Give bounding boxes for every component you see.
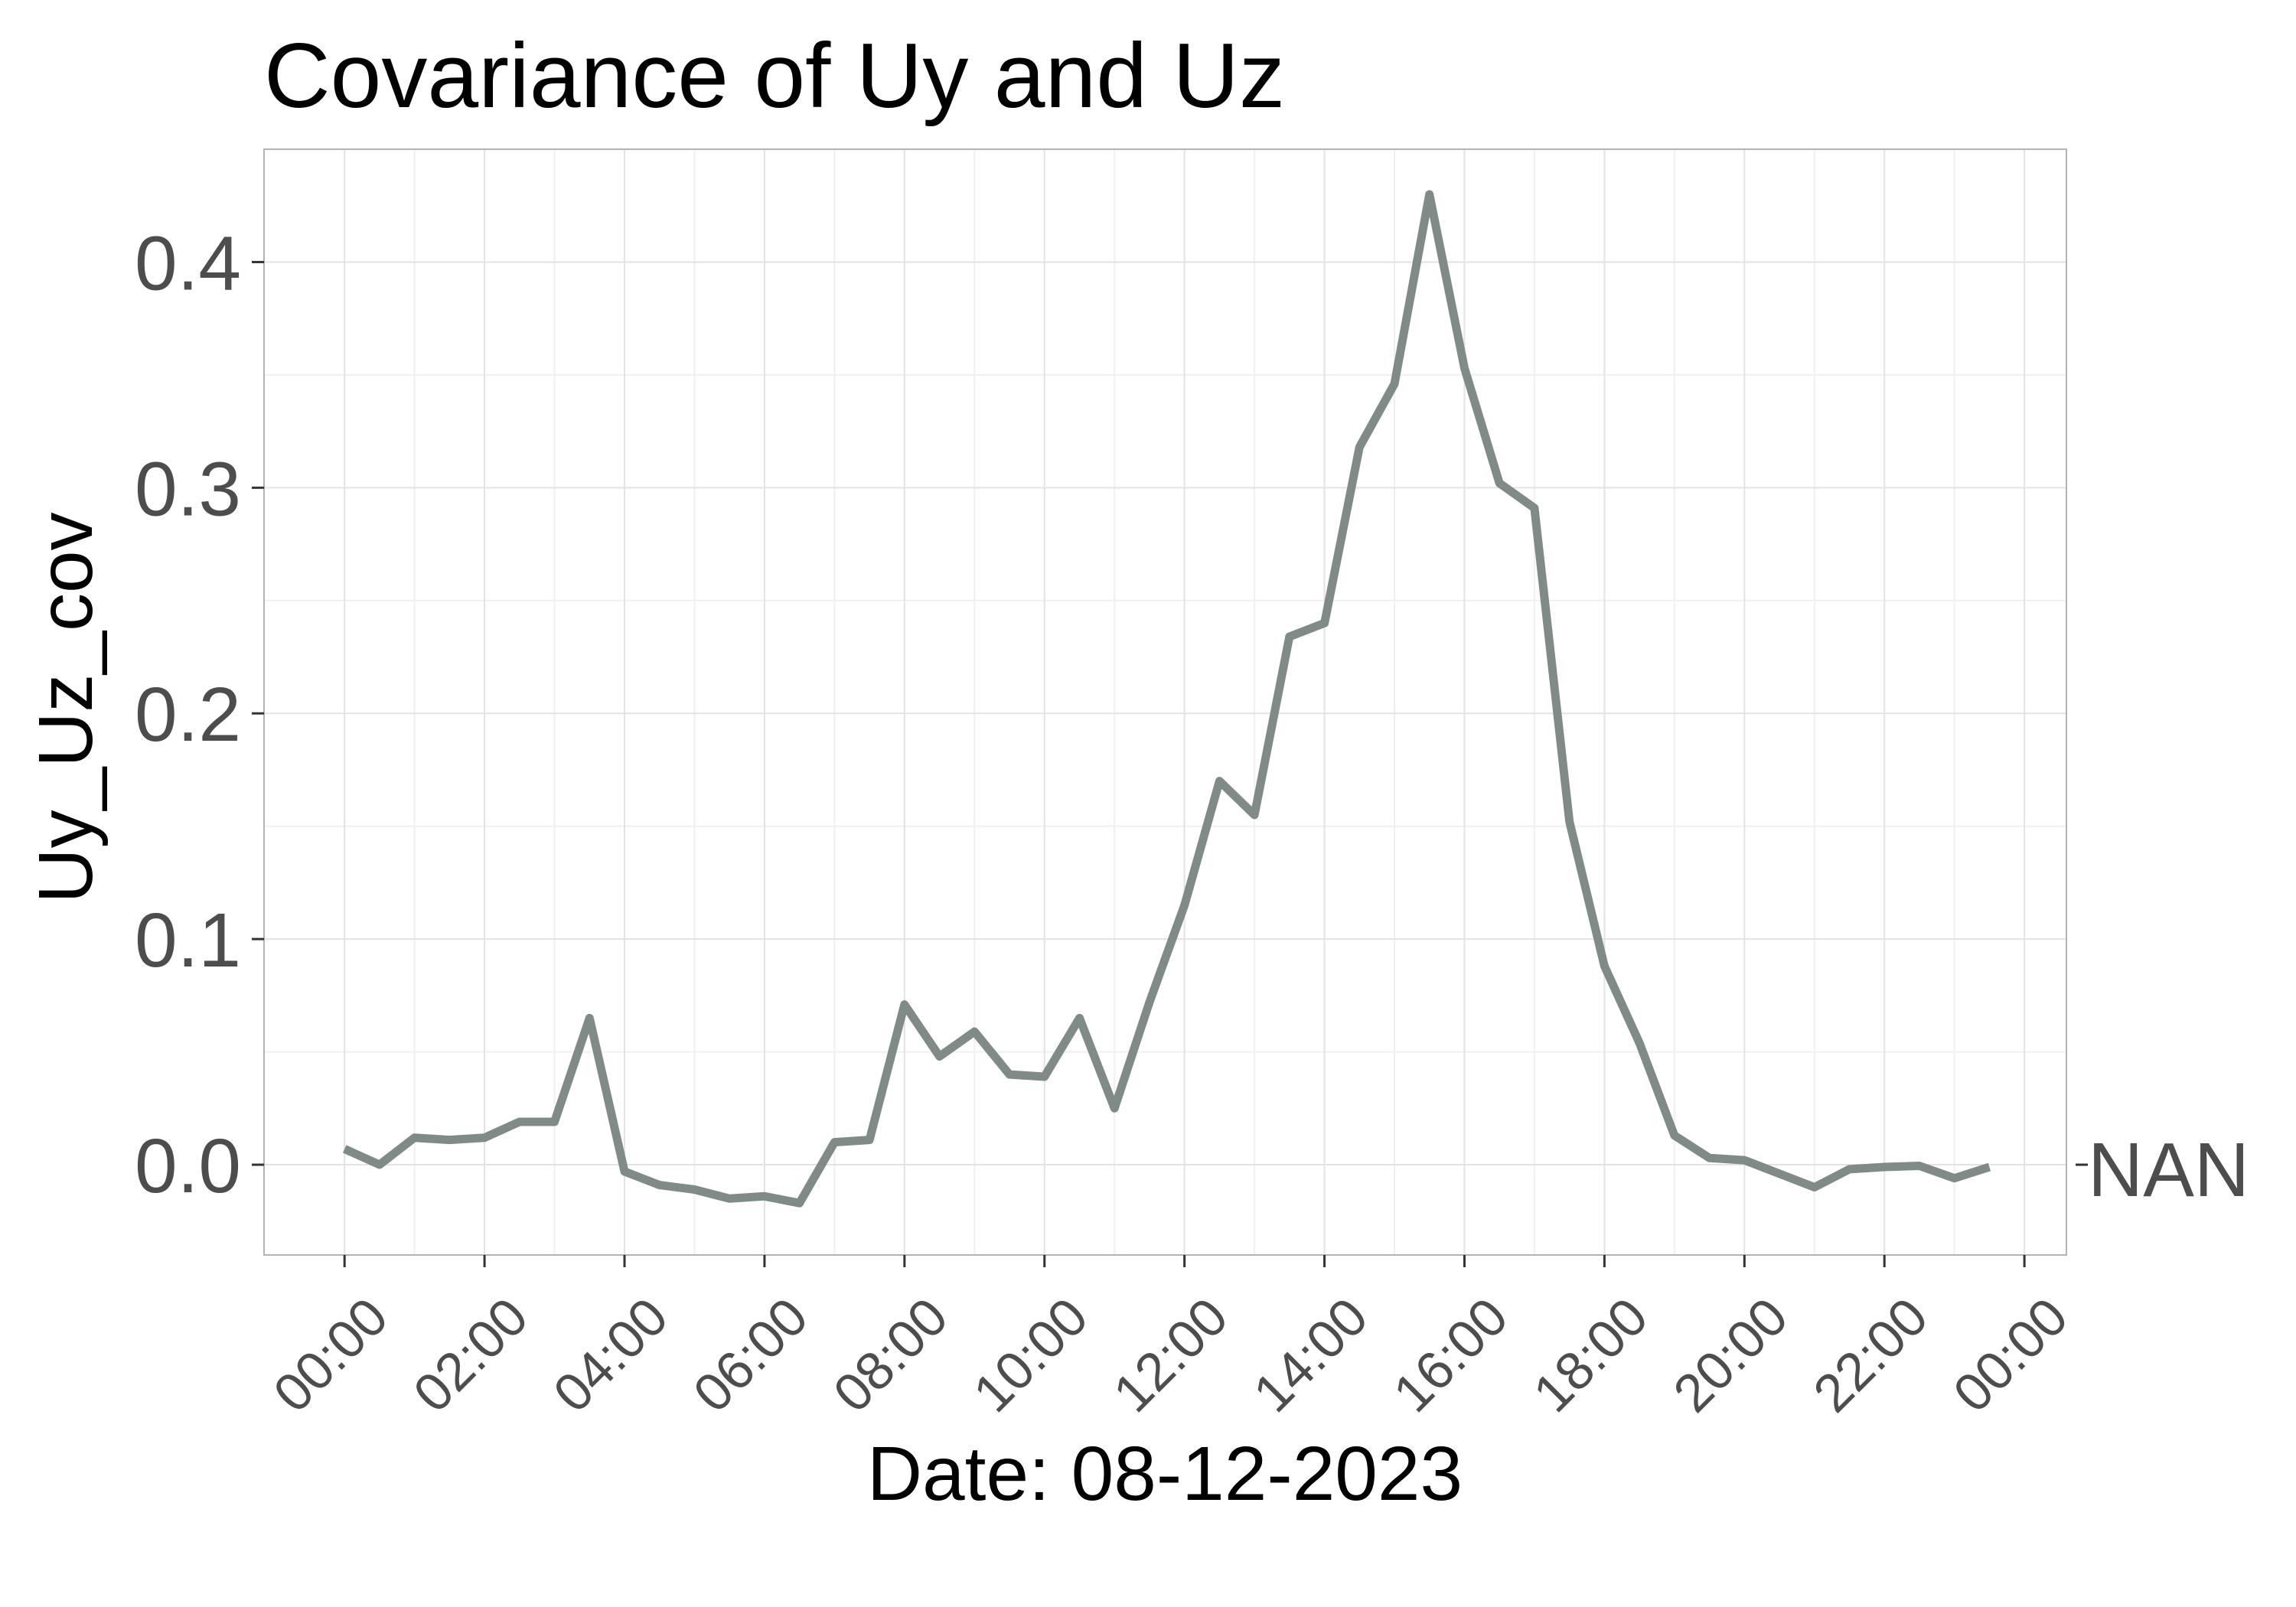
- y-tick-label: 0.3: [135, 446, 241, 532]
- x-tick-label: 12:00: [1102, 1286, 1239, 1423]
- series-line: [342, 190, 1991, 1208]
- x-tick-label: 22:00: [1802, 1286, 1939, 1423]
- plot-panel-border: [263, 148, 2067, 1256]
- y-tick-label: 0.0: [135, 1123, 241, 1209]
- grid: [264, 148, 2066, 1255]
- x-tick-label: 20:00: [1662, 1286, 1799, 1423]
- x-tick-label: 08:00: [822, 1286, 959, 1423]
- x-axis-label: Date: 08-12-2023: [867, 1431, 1463, 1517]
- chart-title: Covariance of Uy and Uz: [264, 24, 1285, 127]
- x-axis: 00:00 02:00 04:00 06:00 08:00 10:00 12:00 14:00…: [262, 1255, 2079, 1423]
- x-tick-label: 14:00: [1242, 1286, 1379, 1423]
- y-tick-label: 0.1: [135, 898, 241, 983]
- y-axis: 0.0 0.1 0.2 0.3 0.4: [135, 220, 264, 1209]
- x-tick-label: 00:00: [262, 1286, 399, 1423]
- x-tick-label: 06:00: [682, 1286, 819, 1423]
- x-tick-label: 00:00: [1942, 1286, 2079, 1423]
- series-end-label: NAN: [2088, 1127, 2249, 1213]
- series-layer: [342, 190, 2088, 1208]
- y-tick-label: 0.4: [135, 220, 241, 306]
- x-tick-label: 04:00: [542, 1286, 679, 1423]
- x-tick-label: 16:00: [1382, 1286, 1519, 1423]
- y-axis-label: Uy_Uz_cov: [23, 512, 109, 903]
- x-tick-label: 02:00: [402, 1286, 539, 1423]
- x-tick-label: 18:00: [1522, 1286, 1659, 1423]
- x-tick-label: 10:00: [962, 1286, 1099, 1423]
- y-tick-label: 0.2: [135, 672, 241, 758]
